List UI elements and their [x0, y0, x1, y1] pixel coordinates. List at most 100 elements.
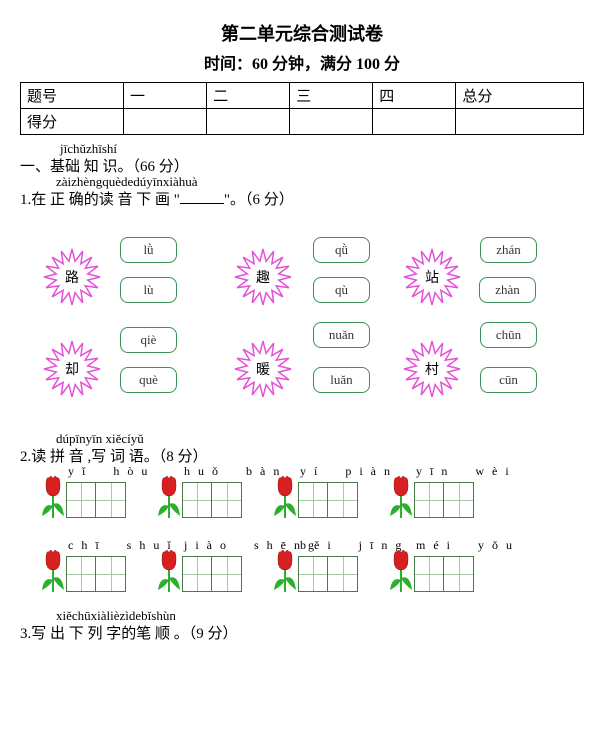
score-table: 题号 一 二 三 四 总分 得分 [20, 82, 584, 135]
pinyin-write-item: jiào shēng [156, 548, 242, 592]
starburst-label: 村 [425, 359, 439, 379]
tulip-icon [388, 474, 414, 518]
pinyin-option-box: chūn [480, 322, 537, 348]
tulip-icon [272, 474, 298, 518]
q1-text: 1.在 正 确的读 音 下 画 " "。（6 分） [20, 188, 584, 209]
pinyin-option-box: què [120, 367, 177, 393]
char-cell [298, 556, 328, 592]
char-cell [182, 482, 212, 518]
char-grid [298, 556, 358, 592]
char-cell [66, 556, 96, 592]
cell: 一 [124, 83, 207, 109]
char-cell [414, 482, 444, 518]
cell: 题号 [21, 83, 124, 109]
char-cell [212, 556, 242, 592]
starburst-char: 村 [402, 339, 462, 399]
char-cell [66, 482, 96, 518]
starburst-char: 路 [42, 247, 102, 307]
flower-row: chī shuǐ jiào shēng běi jīng méi yǒu [40, 548, 584, 592]
tulip-icon [388, 548, 414, 592]
pinyin-option-box: luǎn [313, 367, 370, 393]
char-cell [444, 556, 474, 592]
pinyin-option-box: lǜ [120, 237, 177, 263]
char-grid [182, 556, 242, 592]
q1-heading: zàizhèngquèdedúyīnxiàhuà 1.在 正 确的读 音 下 画… [20, 188, 584, 209]
section1-text: 一、基础 知 识。（66 分） [20, 155, 584, 176]
cell [124, 109, 207, 135]
section1-heading: jīchǔzhīshí 一、基础 知 识。（66 分） [20, 155, 584, 176]
pinyin-write-item: yīn wèi [388, 474, 474, 518]
char-cell [414, 556, 444, 592]
q2-pinyin: dúpīnyīn xiěcíyǔ [56, 431, 144, 447]
cell [456, 109, 584, 135]
char-grid [66, 482, 126, 518]
table-row: 得分 [21, 109, 584, 135]
pinyin-option-box: qiè [120, 327, 177, 353]
char-cell [444, 482, 474, 518]
starburst-char: 站 [402, 247, 462, 307]
pinyin-option-box: cūn [480, 367, 537, 393]
starburst-char: 暖 [233, 339, 293, 399]
pinyin-write-item: chī shuǐ [40, 548, 126, 592]
pinyin-option-box: zhán [480, 237, 537, 263]
cell: 四 [373, 83, 456, 109]
pinyin-write-item: yí piàn [272, 474, 358, 518]
pinyin-write-item: běi jīng [272, 548, 358, 592]
char-cell [298, 482, 328, 518]
starburst-char: 趣 [233, 247, 293, 307]
page-title: 第二单元综合测试卷 [20, 20, 584, 46]
flower-pinyin: yīn wèi [416, 462, 517, 479]
q1-text-post: "。（6 分） [224, 192, 294, 208]
pinyin-write-item: méi yǒu [388, 548, 474, 592]
cell [207, 109, 290, 135]
starburst-label: 却 [65, 359, 79, 379]
char-grid [414, 556, 474, 592]
q1-text-pre: 1.在 正 确的读 音 下 画 " [20, 192, 180, 208]
starburst-label: 站 [425, 267, 439, 287]
q1-pinyin: zàizhèngquèdedúyīnxiàhuà [56, 174, 198, 190]
char-grid [182, 482, 242, 518]
cell: 得分 [21, 109, 124, 135]
cell: 三 [290, 83, 373, 109]
flower-pinyin: yí piàn [300, 462, 398, 479]
pinyin-write-item: huǒ bàn [156, 474, 242, 518]
pinyin-option-box: nuǎn [313, 322, 370, 348]
tulip-icon [40, 548, 66, 592]
tulip-icon [272, 548, 298, 592]
tulip-icon [40, 474, 66, 518]
pinyin-option-box: lù [120, 277, 177, 303]
section1-pinyin: jīchǔzhīshí [60, 141, 117, 157]
cell [373, 109, 456, 135]
q3-heading: xiěchūxiàlièzìdebǐshùn 3.写 出 下 列 字的笔 顺 。… [20, 622, 584, 643]
pinyin-option-box: zhàn [479, 277, 536, 303]
char-cell [328, 556, 358, 592]
flower-row: yǐ hòu huǒ bàn yí piàn yīn wèi [40, 474, 584, 518]
flower-pinyin: yǐ hòu [68, 462, 155, 479]
cell: 总分 [456, 83, 584, 109]
char-cell [182, 556, 212, 592]
q3-text: 3.写 出 下 列 字的笔 顺 。（9 分） [20, 622, 584, 643]
q1-area: 路 趣 站却 暖 村 lǜ lù qiè què qǜ qù nuǎn luǎn zhán zhàn chūn… [20, 229, 584, 429]
char-grid [66, 556, 126, 592]
table-row: 题号 一 二 三 四 总分 [21, 83, 584, 109]
char-cell [328, 482, 358, 518]
pinyin-option-box: qǜ [313, 237, 370, 263]
char-cell [212, 482, 242, 518]
cell [290, 109, 373, 135]
q3-pinyin: xiěchūxiàlièzìdebǐshùn [56, 608, 176, 624]
starburst-char: 却 [42, 339, 102, 399]
starburst-label: 路 [65, 267, 79, 287]
tulip-icon [156, 548, 182, 592]
char-cell [96, 482, 126, 518]
char-grid [298, 482, 358, 518]
pinyin-write-item: yǐ hòu [40, 474, 126, 518]
tulip-icon [156, 474, 182, 518]
starburst-label: 趣 [256, 267, 270, 287]
char-grid [414, 482, 474, 518]
char-cell [96, 556, 126, 592]
cell: 二 [207, 83, 290, 109]
page-subtitle: 时间：60 分钟，满分 100 分 [20, 50, 584, 74]
underline-blank [180, 203, 224, 204]
flower-pinyin: méi yǒu [416, 536, 520, 553]
pinyin-option-box: qù [313, 277, 370, 303]
